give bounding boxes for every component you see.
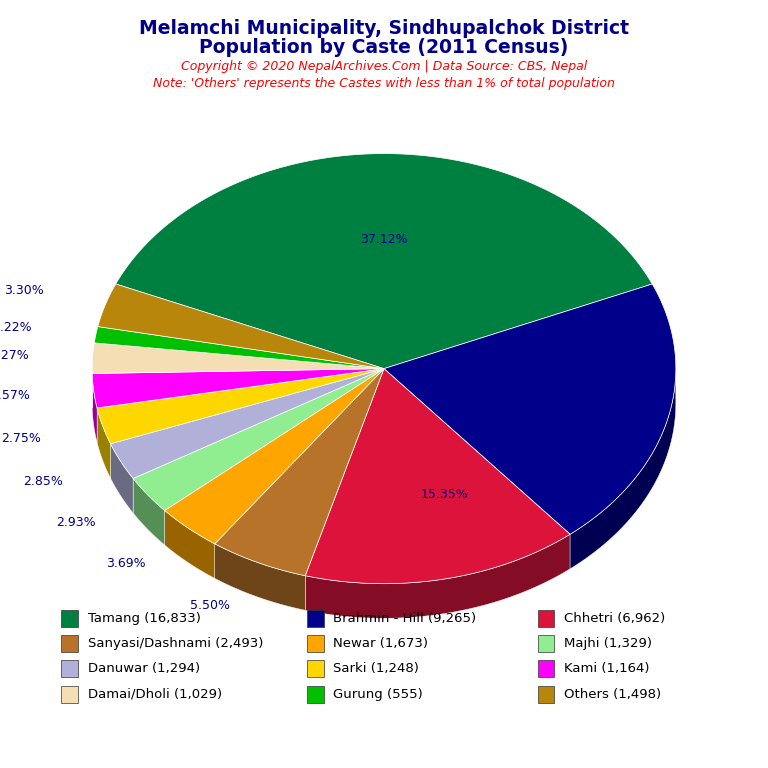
Polygon shape <box>305 535 570 618</box>
PathPatch shape <box>164 369 384 544</box>
PathPatch shape <box>384 284 676 535</box>
Text: Tamang (16,833): Tamang (16,833) <box>88 612 200 624</box>
Text: 2.57%: 2.57% <box>0 389 30 402</box>
Text: Copyright © 2020 NepalArchives.Com | Data Source: CBS, Nepal: Copyright © 2020 NepalArchives.Com | Dat… <box>181 60 587 73</box>
Text: Newar (1,673): Newar (1,673) <box>333 637 429 650</box>
PathPatch shape <box>92 369 384 408</box>
Polygon shape <box>97 408 111 478</box>
PathPatch shape <box>111 369 384 478</box>
Polygon shape <box>215 544 305 611</box>
Text: Kami (1,164): Kami (1,164) <box>564 663 649 675</box>
Text: Sanyasi/Dashnami (2,493): Sanyasi/Dashnami (2,493) <box>88 637 263 650</box>
Text: Danuwar (1,294): Danuwar (1,294) <box>88 663 200 675</box>
PathPatch shape <box>215 369 384 576</box>
Text: 15.35%: 15.35% <box>420 488 468 502</box>
Text: Others (1,498): Others (1,498) <box>564 688 660 700</box>
PathPatch shape <box>116 154 652 369</box>
Text: 2.27%: 2.27% <box>0 349 28 362</box>
Text: Damai/Dholi (1,029): Damai/Dholi (1,029) <box>88 688 222 700</box>
Text: 20.43%: 20.43% <box>554 392 602 406</box>
Text: Gurung (555): Gurung (555) <box>333 688 423 700</box>
PathPatch shape <box>133 369 384 511</box>
Text: Note: 'Others' represents the Castes with less than 1% of total population: Note: 'Others' represents the Castes wit… <box>153 77 615 90</box>
Text: Sarki (1,248): Sarki (1,248) <box>333 663 419 675</box>
PathPatch shape <box>97 369 384 444</box>
Text: 3.69%: 3.69% <box>106 557 145 570</box>
PathPatch shape <box>305 369 570 584</box>
Polygon shape <box>164 511 215 578</box>
Text: 5.50%: 5.50% <box>190 599 230 612</box>
Text: 1.22%: 1.22% <box>0 321 32 334</box>
Text: Melamchi Municipality, Sindhupalchok District: Melamchi Municipality, Sindhupalchok Dis… <box>139 19 629 38</box>
Text: 3.30%: 3.30% <box>4 284 44 297</box>
Polygon shape <box>111 444 133 513</box>
PathPatch shape <box>92 343 384 373</box>
Polygon shape <box>92 373 97 442</box>
Polygon shape <box>133 478 164 545</box>
Text: Population by Caste (2011 Census): Population by Caste (2011 Census) <box>200 38 568 58</box>
Text: Majhi (1,329): Majhi (1,329) <box>564 637 652 650</box>
Polygon shape <box>570 370 676 569</box>
Text: 2.85%: 2.85% <box>23 475 63 488</box>
Text: 2.93%: 2.93% <box>56 516 96 529</box>
Text: 2.75%: 2.75% <box>1 432 41 445</box>
Text: 37.12%: 37.12% <box>360 233 408 246</box>
PathPatch shape <box>98 284 384 369</box>
Text: Chhetri (6,962): Chhetri (6,962) <box>564 612 665 624</box>
PathPatch shape <box>94 326 384 369</box>
Text: Brahmin - Hill (9,265): Brahmin - Hill (9,265) <box>333 612 476 624</box>
